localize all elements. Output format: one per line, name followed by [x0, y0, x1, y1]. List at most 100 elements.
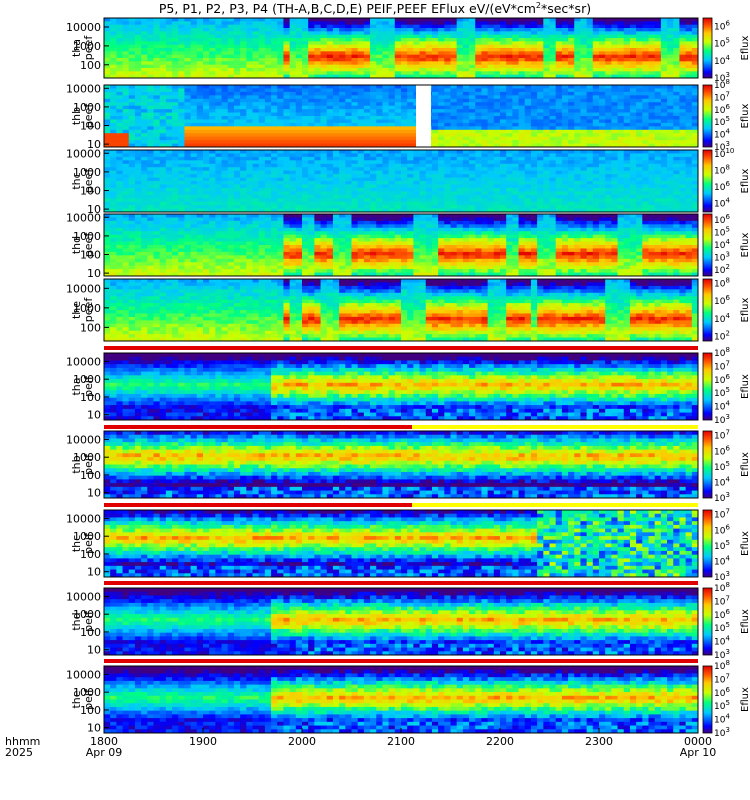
spectrogram-cell [691, 116, 699, 120]
spectrogram-cell [134, 191, 142, 196]
spectrogram-cell [314, 58, 321, 62]
spectrogram-cell [660, 21, 668, 26]
spectrogram-cell [388, 91, 396, 96]
spectrogram-cell [530, 64, 538, 69]
spectrogram-cell [258, 133, 266, 138]
spectrogram-cell [574, 48, 581, 52]
spectrogram-cell [172, 85, 179, 89]
spectrogram-cell [401, 174, 408, 178]
spectrogram-cell [450, 48, 458, 52]
spectrogram-cell [475, 153, 482, 158]
spectrogram-cell [592, 18, 600, 22]
spectrogram-cell [147, 187, 154, 192]
spectrogram-cell [425, 58, 433, 62]
spectrogram-cell [444, 156, 451, 161]
spectrogram-cell [227, 140, 235, 144]
spectrogram-cell [351, 143, 359, 148]
spectrogram-cell [611, 38, 618, 42]
spectrogram-cell [524, 153, 532, 158]
spectrogram-cell [190, 68, 198, 72]
spectrogram-cell [586, 95, 594, 100]
spectrogram-cell [530, 88, 538, 93]
spectrogram-cell [555, 122, 563, 127]
spectrogram-cell [221, 198, 229, 203]
spectrogram-cell [345, 170, 352, 175]
spectrogram-cell [271, 150, 278, 154]
spectrogram-cell [339, 51, 346, 56]
spectrogram-cell [178, 74, 185, 79]
spectrogram-cell [277, 64, 284, 69]
spectrogram-cell [134, 205, 142, 209]
spectrogram-cell [475, 34, 482, 39]
spectrogram-cell [314, 187, 321, 192]
spectrogram-cell [240, 187, 247, 192]
spectrogram-cell [240, 205, 247, 209]
spectrogram-cell [431, 88, 439, 93]
spectrogram-cell [629, 140, 637, 144]
spectrogram-cell [165, 61, 173, 66]
spectrogram-cell [685, 129, 693, 134]
spectrogram-cell [233, 98, 241, 103]
spectrogram-cell [314, 91, 321, 96]
spectrogram-cell [512, 41, 519, 46]
spectrogram-cell [295, 21, 303, 26]
spectrogram-cell [165, 194, 173, 199]
spectrogram-cell [407, 140, 414, 144]
spectrogram-cell [357, 163, 365, 168]
spectrogram-cell [456, 85, 464, 89]
spectrogram-cell [475, 119, 482, 124]
spectrogram-cell [209, 201, 216, 206]
spectrogram-cell [209, 88, 216, 93]
spectrogram-cell [283, 150, 291, 154]
spectrogram-cell [543, 150, 550, 154]
spectrogram-cell [184, 105, 192, 110]
spectrogram-cell [549, 31, 557, 36]
spectrogram-cell [456, 58, 464, 62]
spectrogram-cell [326, 58, 334, 62]
spectrogram-cell [283, 58, 291, 62]
spectrogram-cell [530, 102, 538, 107]
spectrogram-cell [530, 170, 538, 175]
spectrogram-cell [691, 58, 699, 62]
spectrogram-cell [629, 61, 637, 66]
spectrogram-cell [116, 187, 123, 192]
spectrogram-cell [314, 126, 321, 131]
spectrogram-cell [561, 153, 569, 158]
spectrogram-cell [240, 31, 247, 36]
spectrogram-cell [660, 91, 668, 96]
spectrogram-cell [413, 71, 420, 76]
spectrogram-cell [357, 58, 365, 62]
figure-title: P5, P1, P2, P3, P4 (TH-A,B,C,D,E) PEIF,P… [159, 1, 591, 16]
spectrogram-cell [289, 150, 297, 154]
spectrogram-cell [153, 163, 161, 168]
spectrogram-cell [648, 109, 656, 113]
spectrogram-cell [196, 61, 204, 66]
spectrogram-cell [159, 51, 167, 56]
spectrogram-cell [363, 126, 371, 131]
spectrogram-cell [599, 58, 606, 62]
spectrogram-cell [122, 88, 130, 93]
spectrogram-cell [221, 174, 229, 178]
spectrogram-cell [691, 105, 699, 110]
spectrogram-cell [345, 71, 352, 76]
spectrogram-cell [518, 129, 526, 134]
spectrogram-cell [394, 54, 402, 59]
spectrogram-cell [611, 112, 618, 117]
spectrogram-cell [345, 187, 352, 192]
spectrogram-cell [295, 170, 303, 175]
spectrogram-cell [592, 208, 600, 213]
spectrogram-cell [271, 74, 278, 79]
spectrogram-cell [271, 140, 278, 144]
spectrogram-cell [673, 105, 680, 110]
spectrogram-cell [382, 68, 390, 72]
spectrogram-cell [512, 116, 519, 120]
spectrogram-cell [462, 122, 470, 127]
spectrogram-cell [357, 160, 365, 165]
spectrogram-cell [462, 58, 470, 62]
spectrogram-cell [128, 140, 136, 144]
spectrogram-cell [357, 191, 365, 196]
spectrogram-cell [691, 68, 699, 72]
spectrogram-cell [407, 191, 414, 196]
spectrogram-cell [116, 153, 123, 158]
spectrogram-cell [382, 44, 390, 49]
